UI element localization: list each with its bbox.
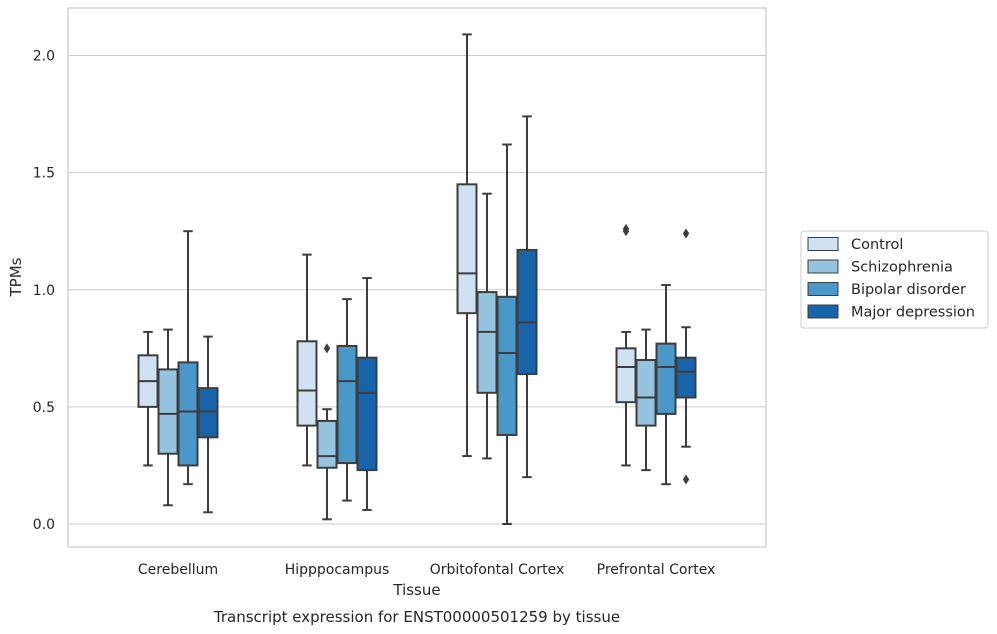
y-tick-label: 1.5 (33, 166, 55, 182)
box-major-depression (516, 115, 538, 479)
y-tick-label: 2.0 (33, 49, 55, 65)
box-iqr (496, 295, 518, 436)
box-major-depression (356, 277, 378, 511)
box-iqr (516, 248, 538, 376)
legend-label: Schizophrenia (851, 260, 953, 276)
y-axis-label: TPMs (7, 257, 25, 297)
x-tick-label: Orbitofontal Cortex (430, 562, 565, 578)
y-tick-label: 1.0 (33, 283, 55, 299)
legend-label: Control (851, 237, 903, 253)
outlier-point (323, 343, 331, 354)
box-iqr (476, 291, 498, 394)
box-bipolar-disorder (177, 230, 199, 486)
y-tick-labels: 0.0 0.5 1.0 1.5 2.0 (33, 49, 55, 534)
box-iqr (456, 183, 478, 315)
legend-swatch (807, 259, 839, 274)
plot-frame (67, 7, 767, 548)
legend: Control Schizophrenia Bipolar disorder Majo… (800, 230, 989, 329)
legend-swatch (807, 304, 839, 319)
x-axis-label: Tissue (392, 581, 440, 599)
box-iqr (615, 347, 637, 404)
x-tick-label: Hipppocampus (285, 562, 390, 578)
legend-swatch (807, 237, 839, 251)
outlier-point (682, 474, 690, 485)
box-iqr (635, 359, 657, 427)
box-iqr (356, 356, 378, 472)
box-schizophrenia (316, 343, 338, 521)
legend-label: Major depression (851, 305, 975, 321)
outlier-point (622, 223, 630, 234)
box-control (615, 223, 637, 467)
y-tick-label: 0.5 (33, 400, 55, 416)
box-iqr (177, 361, 199, 467)
box-iqr (197, 387, 219, 439)
box-major-depression (197, 335, 219, 514)
legend-swatch (807, 282, 839, 296)
box-control (456, 33, 478, 458)
box-iqr (336, 344, 358, 465)
outlier-point (682, 228, 690, 239)
boxes-layer (137, 33, 697, 525)
box-iqr (316, 419, 338, 469)
y-tick-label: 0.0 (33, 517, 55, 533)
box-major-depression (675, 228, 697, 485)
box-iqr (655, 342, 677, 415)
plot-background (68, 8, 766, 547)
x-tick-label: Cerebellum (138, 562, 218, 578)
box-iqr (675, 356, 697, 399)
legend-label: Bipolar disorder (851, 282, 966, 298)
figure-caption: Transcript expression for ENST0000050125… (213, 608, 620, 626)
x-tick-label: Prefrontal Cortex (597, 562, 716, 578)
box-control (296, 253, 318, 467)
legend-frame (800, 230, 989, 329)
box-iqr (296, 340, 318, 427)
box-iqr (157, 368, 179, 455)
x-tick-labels: Cerebellum Hipppocampus Orbitofontal Corte… (138, 562, 715, 578)
